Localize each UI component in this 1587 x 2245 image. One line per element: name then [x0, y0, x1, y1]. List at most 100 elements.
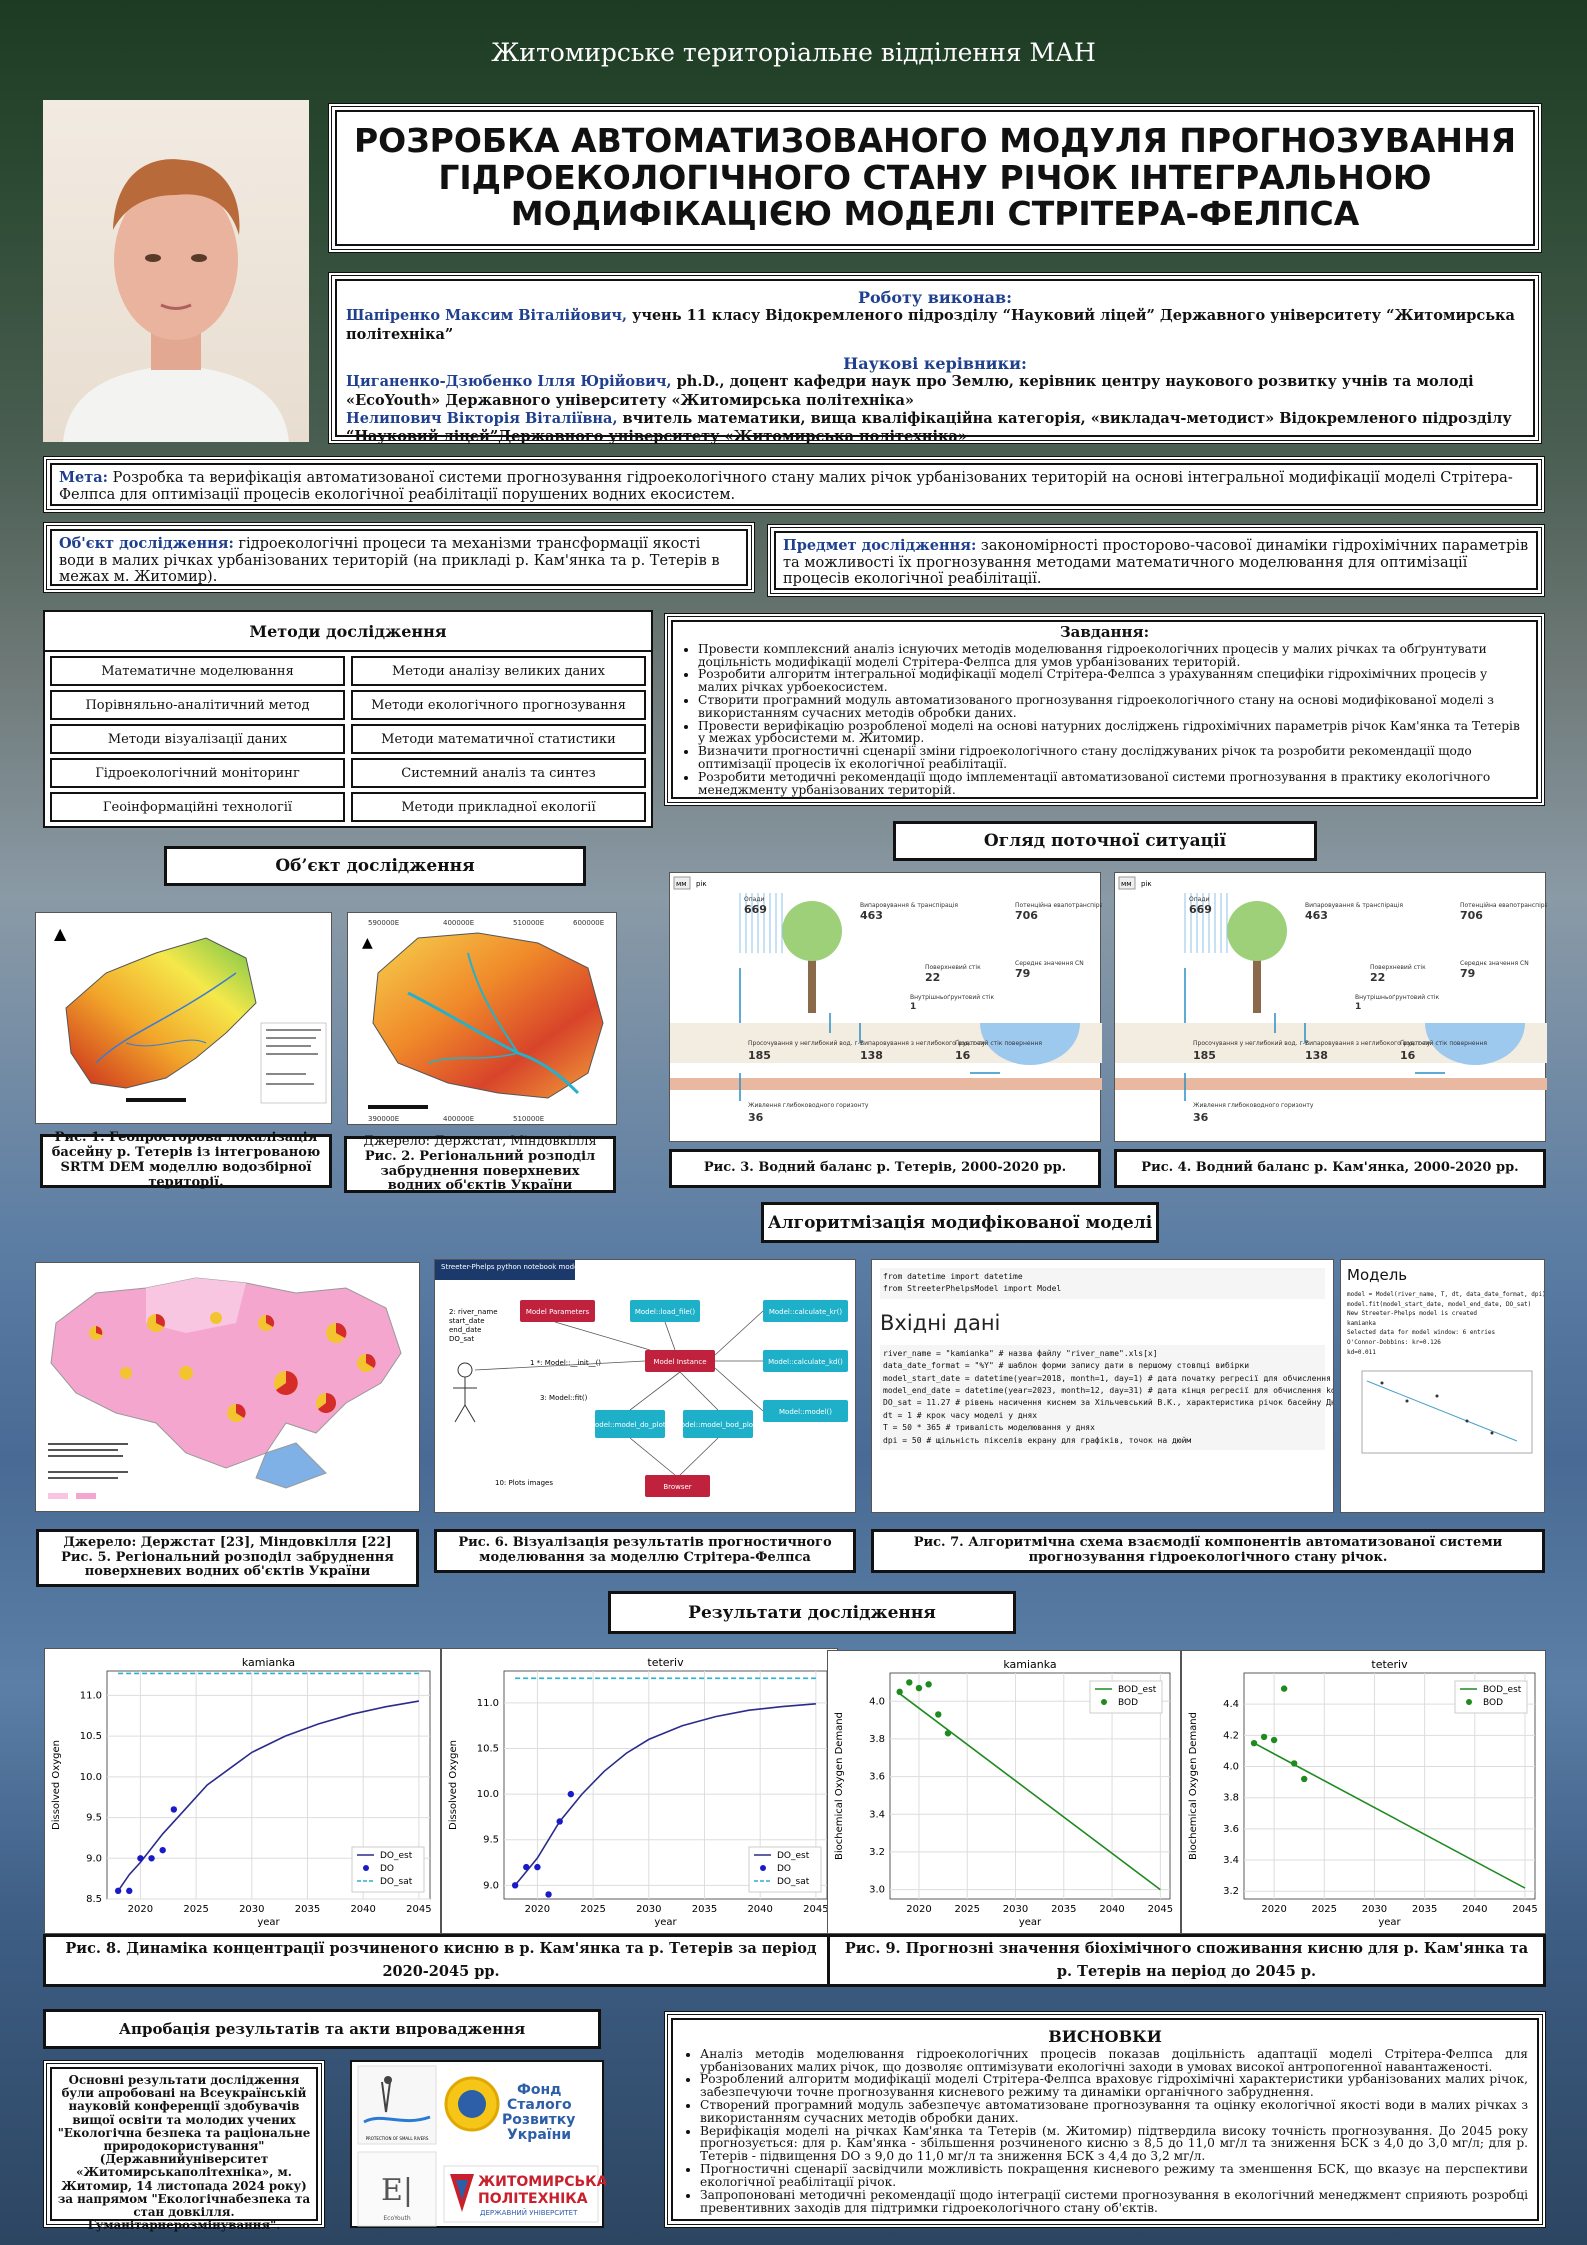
conclusion-item: Верифікація моделі на річках Кам'янка та…: [700, 2124, 1528, 2163]
poster-title: РОЗРОБКА АВТОМАТИЗОВАНОГО МОДУЛЯ ПРОГНОЗ…: [328, 103, 1542, 253]
svg-text:138: 138: [1305, 1049, 1328, 1062]
y-tick-label: 3.4: [1223, 1855, 1239, 1866]
svg-text:669: 669: [1189, 903, 1212, 916]
legend-label: BOD: [1483, 1698, 1503, 1708]
data-point: [915, 1684, 923, 1692]
uml-load-file: [630, 1300, 700, 1322]
svg-text:138: 138: [860, 1049, 883, 1062]
legend-marker: [1101, 1699, 1107, 1705]
data-point: [114, 1887, 122, 1895]
svg-text:Model::model_do_plot(): Model::model_do_plot(): [589, 1421, 671, 1429]
water-balance-teteriv: мм рік Опади 669 Випаровування & транспіраці…: [669, 872, 1113, 1142]
data-point: [1250, 1739, 1258, 1747]
svg-text:79: 79: [1015, 967, 1030, 980]
data-point: [567, 1790, 575, 1798]
y-tick-label: 4.2: [1223, 1730, 1239, 1741]
svg-text:Випаровування з неглибокого во: Випаровування з неглибокого вод. г-ту: [860, 1040, 986, 1047]
code-line: New Streeter-Phelps model is created: [1347, 1310, 1478, 1318]
code-line: dpi = 50 # щільність пікселів екрану для…: [883, 1435, 1192, 1445]
y-tick-label: 3.2: [1223, 1886, 1239, 1897]
x-tick-label: 2030: [239, 1904, 264, 1915]
y-tick-label: 3.8: [1223, 1793, 1239, 1804]
y-axis-label: Biochemical Oxygen Demand: [834, 1712, 845, 1860]
supervisors-label: Наукові керівники:: [843, 353, 1027, 373]
legend-label: DO: [380, 1864, 394, 1874]
y-axis-label: Dissolved Oxygen: [448, 1740, 459, 1830]
conclusion-item: Розроблений алгоритм модифікації моделі …: [700, 2073, 1528, 2099]
unit-toggle: [1118, 876, 1136, 890]
task-item: Визначити прогностичні сценарії зміни гі…: [698, 745, 1529, 771]
overview-section-title: Огляд поточної ситуації: [893, 821, 1317, 861]
code-line: model = Model(river_name, T, dt, data_da…: [1347, 1291, 1545, 1298]
supervisor-1-desc: ph.D., доцент кафедри наук про Землю, ке…: [346, 373, 1474, 409]
goal-label: Мета:: [59, 469, 109, 486]
y-tick-label: 10.0: [80, 1772, 102, 1783]
model-uml-diagram: Streeter-Phelps python notebook model Mod…: [434, 1259, 856, 1513]
author-name: Шапіренко Максим Віталійович,: [346, 307, 628, 325]
task-item: Розробити алгоритм інтегральної модифіка…: [698, 668, 1529, 694]
svg-text:16: 16: [955, 1049, 971, 1062]
task-item: Створити програмний модуль автоматизован…: [698, 694, 1529, 720]
data-point: [906, 1679, 913, 1686]
y-axis-label: Dissolved Oxygen: [51, 1740, 62, 1830]
legend-label: BOD_est: [1483, 1685, 1522, 1695]
y-tick-label: 11.0: [80, 1690, 102, 1701]
method-item: Системний аналіз та синтез: [351, 758, 646, 788]
chart-bod-teteriv: 2020 2025 2030 2035 2040 2045 3.2 3.4 3.6 3.8 4.0 4…: [1181, 1650, 1546, 1934]
svg-text:ДЕРЖАВНИЙ УНІВЕРСИТЕТ: ДЕРЖАВНИЙ УНІВЕРСИТЕТ: [480, 2208, 578, 2217]
svg-text:Потенційна евапотранспірація: Потенційна евапотранспірація: [1015, 902, 1102, 909]
legend-marker: [363, 1865, 369, 1871]
legend: [1089, 1680, 1163, 1714]
svg-text:Фонд: Фонд: [517, 2082, 561, 2098]
svg-text:EcoYouth: EcoYouth: [383, 2215, 410, 2222]
uml-model: [763, 1400, 848, 1422]
partner-logos: PROTECTION OF SMALL RIVERS E| EcoYouth Ф…: [350, 2060, 608, 2228]
svg-text:1: 1: [910, 1002, 916, 1012]
object-section-title: Об’єкт дослідження: [164, 846, 586, 886]
y-tick-label: 3.4: [869, 1809, 885, 1820]
svg-text:рік: рік: [1141, 880, 1152, 888]
methods-title: Методи дослідження: [45, 612, 651, 652]
svg-text:600000E: 600000E: [573, 919, 604, 927]
svg-text:463: 463: [1305, 909, 1328, 922]
svg-text:Випаровування & транспірація: Випаровування & транспірація: [1305, 902, 1403, 909]
svg-text:Ґрунтовий стік повернення: Ґрунтовий стік повернення: [955, 1040, 1042, 1047]
author-line: Шапіренко Максим Віталійович, учень 11 к…: [346, 307, 1524, 344]
data-point: [556, 1818, 563, 1825]
svg-text:463: 463: [860, 909, 883, 922]
north-arrow-icon: ▲: [362, 935, 373, 951]
fig8-caption: Рис. 8. Динаміка концентрації розчиненог…: [43, 1934, 839, 1987]
fund-logo: Фонд Сталого Розвитку України: [444, 2076, 575, 2143]
supervisor-2-name: Нелипович Вікторія Віталіївна,: [346, 409, 618, 427]
conclusions-block: ВИСНОВКИ Аналіз методів моделювання гідр…: [664, 2011, 1546, 2228]
fig3-caption: Рис. 3. Водний баланс р. Тетерів, 2000-2…: [669, 1149, 1101, 1188]
y-tick-label: 11.0: [477, 1698, 499, 1709]
x-tick-label: 2035: [1412, 1904, 1437, 1915]
data-point: [159, 1846, 166, 1854]
method-item: Методи математичної статистики: [351, 724, 646, 754]
x-tick-label: 2025: [955, 1904, 980, 1915]
x-tick-label: 2040: [1462, 1904, 1487, 1915]
x-axis-label: year: [1378, 1917, 1401, 1928]
uml-model-parameters: [520, 1300, 595, 1322]
data-point: [126, 1887, 133, 1895]
code-model-heading: Модель: [1347, 1266, 1408, 1284]
svg-text:рік: рік: [696, 880, 707, 888]
goal-text: Розробка та верифікація автоматизованої …: [59, 470, 1513, 504]
svg-text:2: river_name: 2: river_name: [449, 1308, 498, 1316]
x-tick-label: 2040: [747, 1904, 772, 1915]
legend-label: DO: [777, 1864, 791, 1874]
method-item: Гідроекологічний моніторинг: [50, 758, 345, 788]
method-item: Методи візуалізації даних: [50, 724, 345, 754]
goal-block: Мета: Розробка та верифікація автоматизо…: [43, 456, 1545, 513]
data-point: [545, 1891, 552, 1898]
conclusion-item: Аналіз методів моделювання гідроекологіч…: [700, 2047, 1528, 2074]
code-line: kd=0.011: [1347, 1348, 1376, 1356]
code-line: model_start_date = datetime(year=2018, m…: [883, 1373, 1334, 1383]
chart-title: kamianka: [242, 1656, 295, 1669]
uml-model-do-plot: [595, 1410, 665, 1438]
uml-calc-kr: [763, 1300, 848, 1322]
svg-text:Випаровування з неглибокого во: Випаровування з неглибокого вод. г-ту: [1305, 1040, 1431, 1047]
conclusion-item: Запропоновані методичні рекомендації щод…: [700, 2188, 1528, 2215]
svg-text:Model::calculate_kd(): Model::calculate_kd(): [768, 1358, 843, 1366]
